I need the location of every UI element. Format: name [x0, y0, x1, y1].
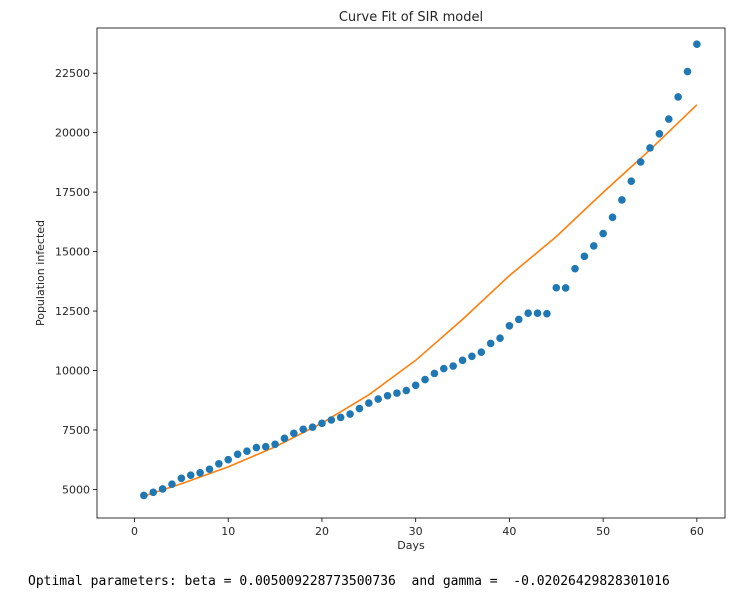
x-tick-label: 30 [409, 525, 423, 538]
data-point [149, 488, 158, 497]
data-point [393, 389, 401, 397]
data-point [243, 447, 251, 455]
data-point [543, 309, 551, 318]
data-point [693, 40, 701, 48]
chart-title: Curve Fit of SIR model [339, 10, 483, 25]
y-axis-ticks: 5000 7500 10000 12500 15000 17500 20000 22500 [55, 67, 97, 496]
data-point [355, 404, 364, 413]
data-point [205, 465, 214, 474]
data-point [318, 419, 326, 428]
data-point [683, 67, 692, 76]
data-point [618, 196, 626, 204]
data-point [186, 471, 195, 479]
data-point [308, 423, 317, 431]
data-point [168, 480, 176, 489]
data-point [674, 93, 682, 101]
y-tick-label: 22500 [55, 67, 90, 80]
axes-frame [96, 27, 726, 519]
data-point [374, 395, 382, 403]
data-point [552, 283, 561, 292]
data-point [290, 429, 298, 438]
x-tick-label: 60 [690, 525, 704, 538]
x-tick-label: 20 [315, 525, 329, 538]
sir-curve-fit-chart: Curve Fit of SIR model 0 10 20 30 40 50 60 500… [34, 10, 726, 552]
y-tick-label: 20000 [55, 127, 90, 140]
y-tick-label: 10000 [55, 365, 90, 378]
data-point [215, 459, 223, 468]
data-point [496, 334, 504, 342]
data-point [280, 434, 289, 443]
data-point [533, 309, 542, 317]
data-point [402, 386, 411, 395]
plot-area-border [96, 27, 726, 519]
data-point [233, 450, 242, 459]
data-point [430, 369, 439, 378]
data-point [477, 348, 486, 357]
data-point [196, 469, 204, 477]
data-point [514, 315, 523, 324]
data-points [140, 40, 701, 500]
data-point [365, 399, 373, 407]
optimal-parameters-output: Optimal parameters: beta = 0.00500922877… [28, 574, 670, 589]
data-point [524, 309, 532, 317]
x-tick-label: 10 [221, 525, 235, 538]
y-tick-label: 12500 [55, 305, 90, 318]
data-point [327, 416, 336, 424]
data-point [599, 229, 607, 238]
data-point [383, 391, 392, 400]
fitted-curve-line [143, 104, 698, 497]
data-point [346, 410, 354, 418]
x-tick-label: 40 [502, 525, 516, 538]
data-point [655, 130, 664, 138]
data-point [580, 252, 589, 261]
data-point [411, 381, 420, 390]
data-point [589, 242, 598, 250]
data-point [608, 213, 617, 222]
data-point [449, 362, 457, 370]
data-point [140, 491, 148, 500]
y-tick-label: 5000 [62, 483, 90, 496]
data-point [299, 425, 308, 434]
data-point [252, 443, 261, 452]
data-point [458, 356, 467, 365]
data-point [261, 442, 270, 451]
data-point [421, 375, 429, 384]
data-point [627, 177, 636, 185]
data-point [636, 158, 645, 166]
x-axis-label: Days [397, 539, 425, 552]
data-point [561, 284, 570, 292]
data-point [571, 264, 579, 273]
fitted-curve [143, 104, 698, 497]
data-point [646, 144, 654, 152]
data-point [158, 485, 167, 493]
data-point [177, 474, 186, 483]
data-point [440, 364, 448, 373]
data-point [271, 440, 279, 449]
data-point [336, 413, 345, 422]
y-tick-label: 17500 [55, 186, 90, 199]
data-point [664, 115, 673, 123]
data-point [505, 322, 514, 330]
y-tick-label: 7500 [62, 424, 90, 437]
y-axis-label: Population infected [34, 220, 47, 326]
x-tick-label: 50 [596, 525, 610, 538]
x-axis-ticks: 0 10 20 30 40 50 60 [131, 518, 704, 538]
data-point [224, 455, 233, 464]
y-tick-label: 15000 [55, 246, 90, 259]
data-point [468, 352, 476, 361]
data-point [486, 339, 495, 348]
x-tick-label: 0 [131, 525, 138, 538]
